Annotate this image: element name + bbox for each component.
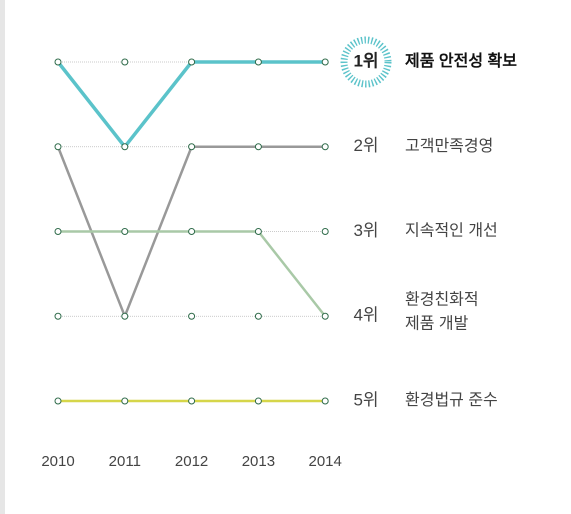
rank-dot bbox=[121, 58, 129, 66]
rank-dot bbox=[321, 397, 329, 405]
rank-dot bbox=[188, 58, 196, 66]
rank-dot bbox=[321, 228, 329, 235]
y-tick-label: 5위 bbox=[353, 390, 378, 409]
x-tick-label: 2011 bbox=[109, 453, 141, 470]
rank-dot bbox=[54, 397, 62, 405]
rank-dot bbox=[121, 397, 129, 405]
rank-dot bbox=[121, 228, 129, 235]
x-tick-label: 2010 bbox=[41, 453, 74, 470]
rank-dot bbox=[254, 312, 262, 320]
y-tick-label: 4위 bbox=[353, 306, 378, 325]
rank-badge bbox=[340, 36, 392, 88]
rank-dot bbox=[188, 228, 196, 235]
rank-dot bbox=[121, 312, 129, 320]
y-tick-label: 3위 bbox=[353, 221, 378, 240]
item-label: 고객만족경영 bbox=[405, 137, 493, 155]
rank-dot bbox=[188, 397, 196, 405]
rank-dot bbox=[54, 228, 62, 235]
rank-dot bbox=[121, 143, 129, 151]
rank-dot bbox=[254, 143, 262, 151]
item-label: 제품 개발 bbox=[405, 314, 469, 332]
item-label: 환경친화적 bbox=[405, 290, 479, 308]
rank-line bbox=[56, 60, 326, 150]
y-tick-label: 1위 bbox=[353, 51, 378, 70]
side-bar bbox=[0, 0, 5, 514]
rank-dot bbox=[188, 312, 196, 320]
rank-dot bbox=[54, 58, 62, 66]
rank-dot bbox=[254, 58, 262, 66]
rank-dot bbox=[321, 312, 329, 320]
item-label: 지속적인 개선 bbox=[405, 222, 498, 240]
x-tick-label: 2014 bbox=[309, 453, 342, 470]
y-tick-label: 2위 bbox=[353, 136, 378, 155]
rank-dot bbox=[254, 397, 262, 405]
rank-line bbox=[58, 230, 327, 318]
rank-dot bbox=[321, 58, 329, 66]
rank-dot bbox=[254, 228, 262, 235]
item-label: 제품 안전성 확보 bbox=[405, 51, 517, 70]
rank-dot bbox=[54, 143, 62, 151]
x-tick-label: 2013 bbox=[242, 453, 275, 470]
rank-dot bbox=[188, 143, 196, 151]
x-tick-label: 2012 bbox=[175, 453, 208, 470]
rank-dot bbox=[321, 143, 329, 151]
rank-dot bbox=[54, 312, 62, 320]
item-label: 환경법규 준수 bbox=[405, 391, 498, 409]
